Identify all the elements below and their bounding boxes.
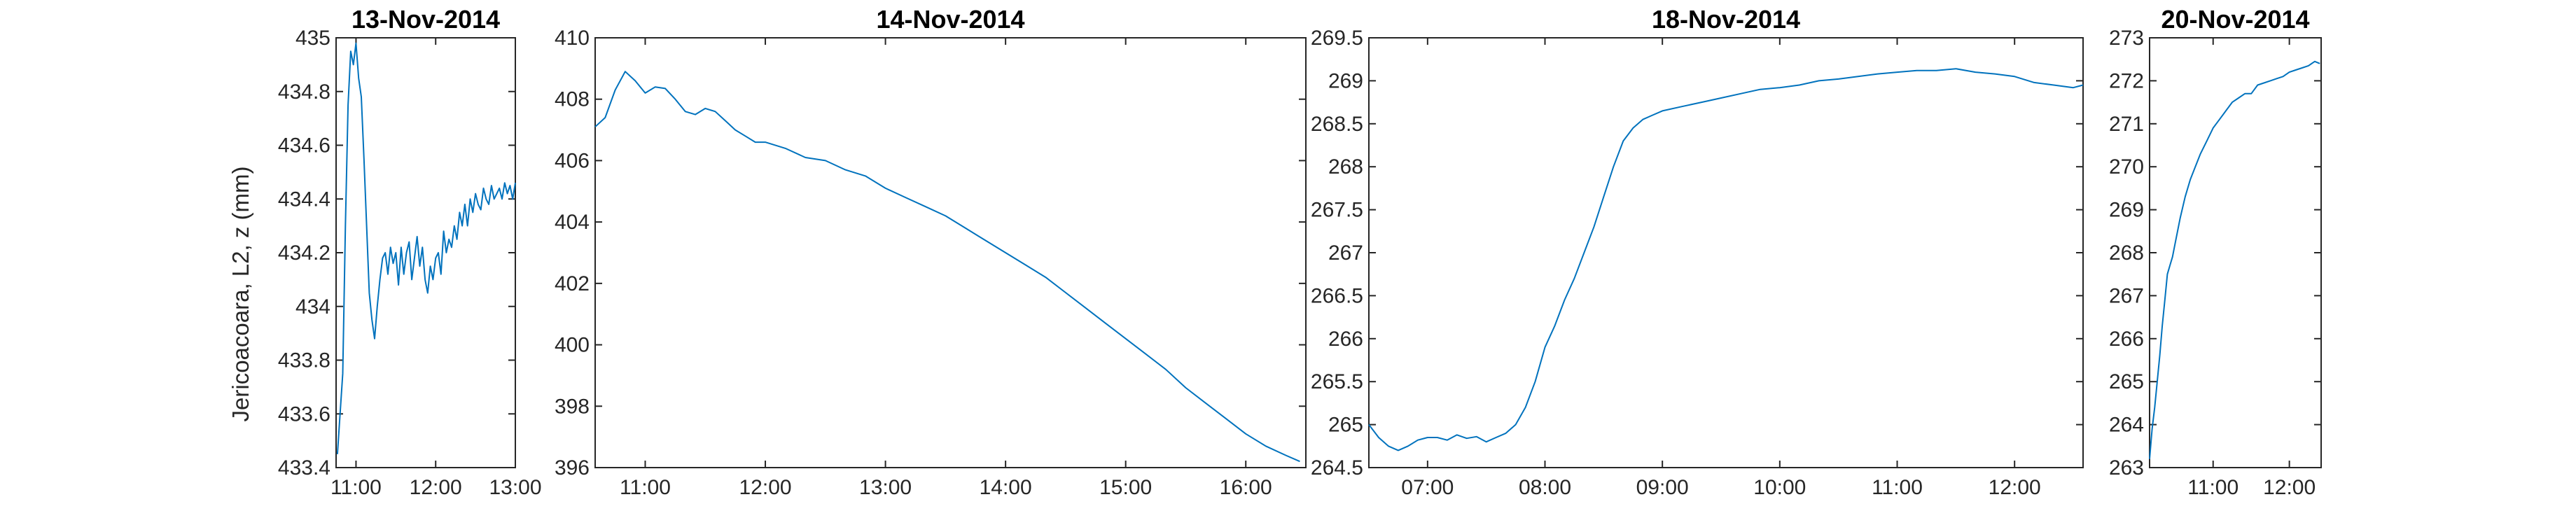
- y-tick-label: 265: [2109, 370, 2144, 393]
- series-line: [2149, 60, 2320, 459]
- axes-4: [2149, 37, 2322, 468]
- x-tick-label: 11:00: [620, 476, 671, 499]
- y-tick-label: 265.5: [1311, 370, 1363, 393]
- y-tick-label: 396: [555, 456, 590, 479]
- y-tick-label: 263: [2109, 456, 2144, 479]
- y-tick-label: 267.5: [1311, 199, 1363, 222]
- y-tick-label: 400: [555, 334, 590, 357]
- y-tick-label: 433.8: [278, 349, 330, 372]
- x-tick-label: 11:00: [330, 476, 382, 499]
- x-tick-label: 08:00: [1519, 476, 1571, 499]
- y-tick-label: 434.4: [278, 188, 330, 211]
- y-tick-label: 273: [2109, 27, 2144, 50]
- series-line: [594, 71, 1300, 463]
- y-tick-label: 404: [555, 211, 590, 234]
- chart-title: 13-Nov-2014: [351, 5, 500, 34]
- x-tick-label: 12:00: [2263, 476, 2316, 499]
- y-tick-label: 408: [555, 88, 590, 111]
- axes-1: [335, 37, 516, 468]
- y-tick-label: 267: [2109, 284, 2144, 307]
- x-tick-label: 10:00: [1753, 476, 1806, 499]
- y-tick-label: 398: [555, 395, 590, 418]
- y-tick-label: 434: [295, 295, 330, 318]
- y-tick-label: 270: [2109, 155, 2144, 178]
- axes-2: [594, 37, 1307, 468]
- x-tick-label: 09:00: [1636, 476, 1689, 499]
- y-tick-label: 268.5: [1311, 113, 1363, 136]
- y-tick-label: 267: [1328, 241, 1363, 265]
- y-tick-label: 406: [555, 149, 590, 172]
- series-line: [336, 42, 516, 454]
- x-tick-label: 13:00: [489, 476, 541, 499]
- y-tick-label: 269: [1328, 69, 1363, 92]
- y-tick-label: 268: [1328, 155, 1363, 178]
- chart-title: 20-Nov-2014: [2161, 5, 2309, 34]
- y-tick-label: 269: [2109, 199, 2144, 222]
- x-tick-label: 12:00: [1989, 476, 2041, 499]
- x-tick-label: 14:00: [980, 476, 1032, 499]
- x-tick-label: 12:00: [739, 476, 791, 499]
- y-tick-label: 268: [2109, 241, 2144, 265]
- y-tick-label: 434.2: [278, 241, 330, 265]
- x-tick-label: 16:00: [1220, 476, 1272, 499]
- y-tick-label: 269.5: [1311, 27, 1363, 50]
- y-tick-label: 264: [2109, 414, 2144, 437]
- y-tick-label: 271: [2109, 113, 2144, 136]
- x-tick-label: 11:00: [2187, 476, 2239, 499]
- y-tick-label: 264.5: [1311, 456, 1363, 479]
- series-line: [1368, 68, 2084, 451]
- x-tick-label: 13:00: [859, 476, 912, 499]
- chart-title: 18-Nov-2014: [1652, 5, 1800, 34]
- x-tick-label: 15:00: [1099, 476, 1152, 499]
- y-tick-label: 433.4: [278, 456, 330, 479]
- x-tick-label: 07:00: [1401, 476, 1454, 499]
- y-tick-label: 402: [555, 272, 590, 295]
- y-tick-label: 434.8: [278, 80, 330, 104]
- y-axis-label: Jericoacoara, L2, z (mm): [228, 167, 253, 422]
- y-tick-label: 272: [2109, 69, 2144, 92]
- x-tick-label: 12:00: [410, 476, 462, 499]
- y-tick-label: 433.6: [278, 402, 330, 426]
- y-tick-label: 266: [2109, 328, 2144, 351]
- x-tick-label: 11:00: [1872, 476, 1923, 499]
- y-tick-label: 266.5: [1311, 284, 1363, 307]
- y-tick-label: 410: [555, 27, 590, 50]
- axes-3: [1368, 37, 2084, 468]
- chart-title: 14-Nov-2014: [876, 5, 1024, 34]
- y-tick-label: 265: [1328, 414, 1363, 437]
- y-tick-label: 434.6: [278, 134, 330, 158]
- y-tick-label: 266: [1328, 328, 1363, 351]
- y-tick-label: 435: [295, 27, 330, 50]
